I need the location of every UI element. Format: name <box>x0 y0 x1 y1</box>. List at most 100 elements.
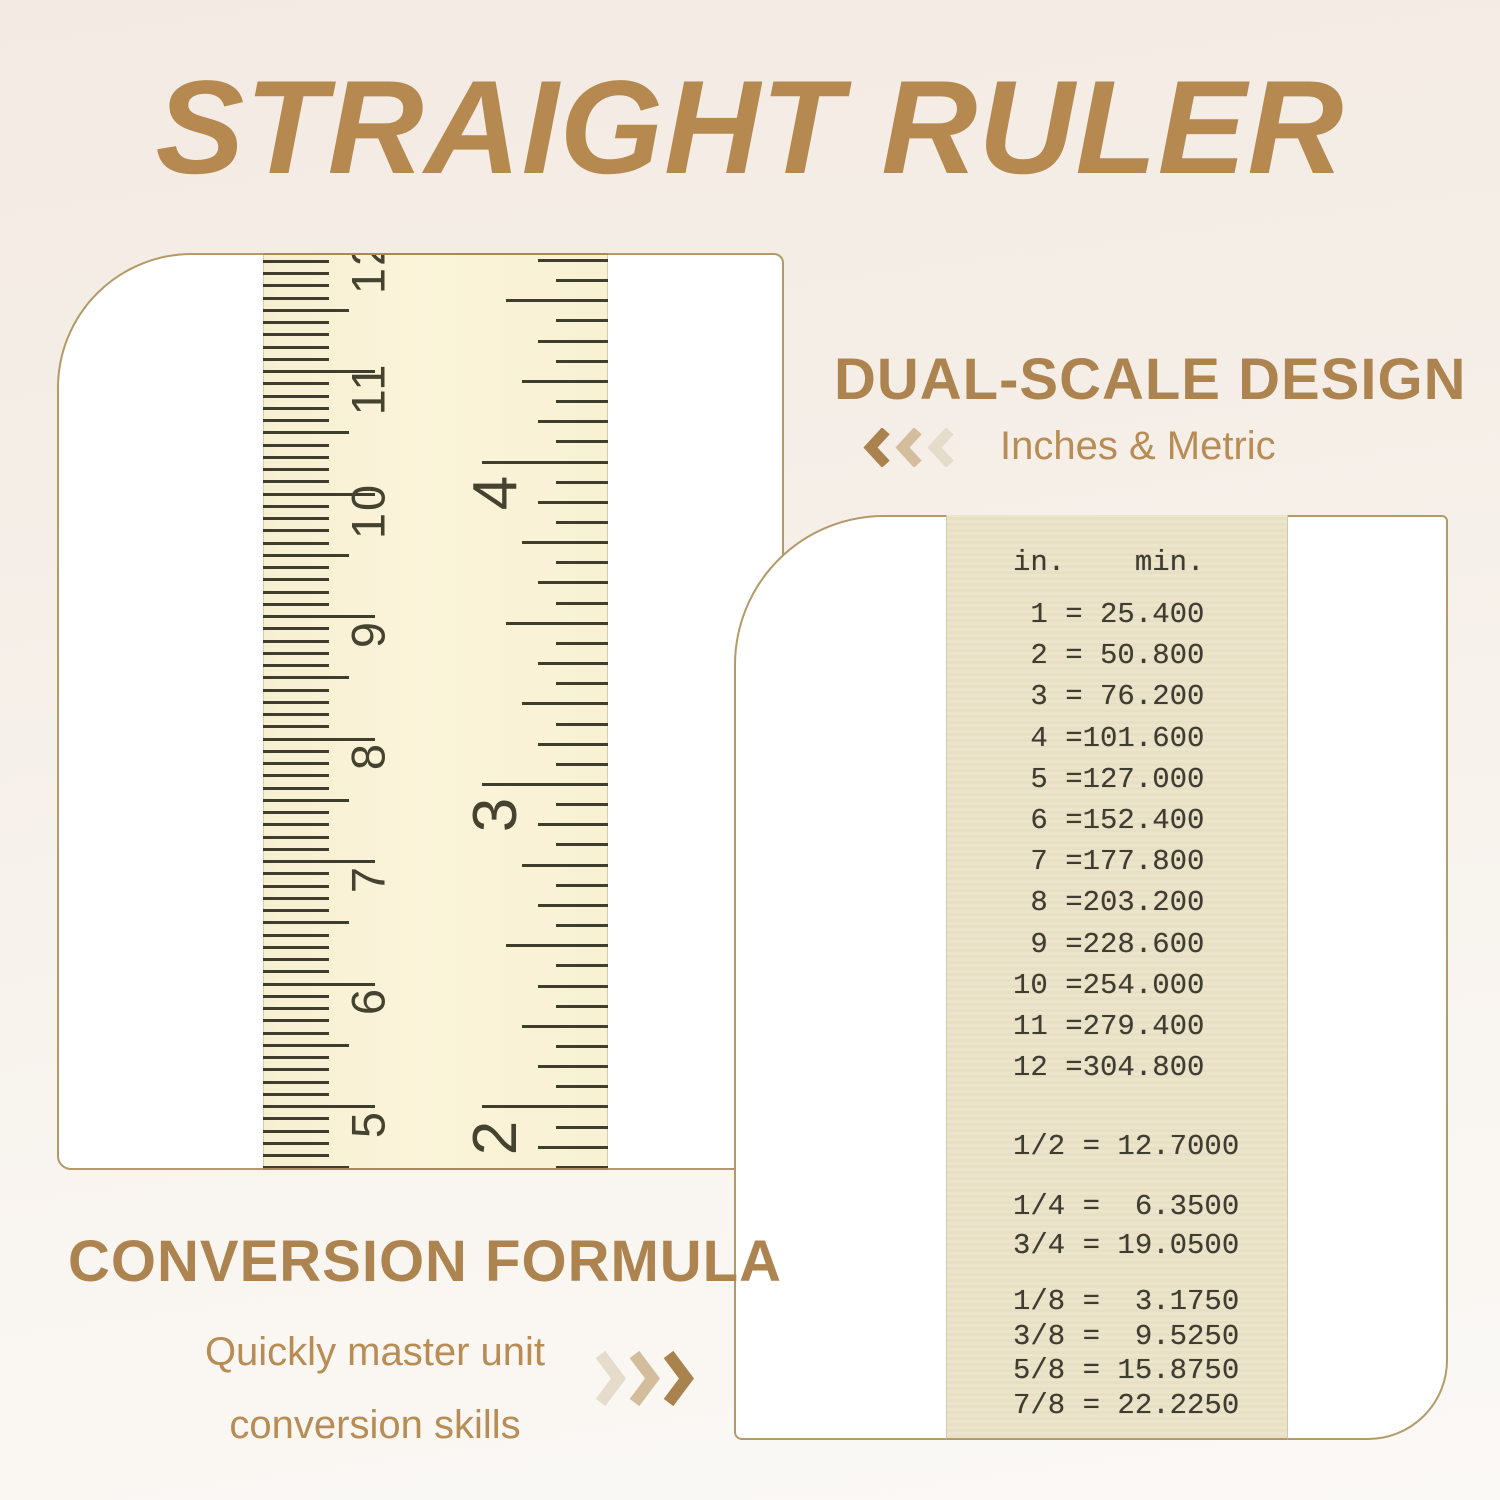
inch-tick <box>556 561 608 565</box>
conversion-row: 6 =152.400 <box>1013 804 1205 837</box>
cm-tick <box>263 468 329 471</box>
table-header-row: in. min. <box>1013 546 1205 579</box>
cm-tick <box>263 345 329 349</box>
conversion-row: 9 =228.600 <box>1013 927 1205 961</box>
conversion-row: 8 =203.200 <box>1013 886 1205 920</box>
inch-tick <box>556 843 608 847</box>
inch-tick <box>538 984 608 988</box>
cm-tick <box>263 370 375 373</box>
cm-tick <box>263 272 329 275</box>
cm-tick <box>263 896 329 900</box>
cm-tick <box>263 406 329 410</box>
cm-tick <box>263 688 329 692</box>
cm-tick <box>263 517 329 520</box>
chevrons-right <box>593 1350 694 1407</box>
cm-tick <box>263 308 349 312</box>
inch-tick <box>482 460 608 464</box>
cm-tick <box>263 1056 329 1059</box>
cm-tick <box>263 762 329 765</box>
inch-tick <box>556 883 608 887</box>
inch-tick <box>538 662 608 666</box>
cm-number: 5 <box>341 1109 395 1138</box>
chevron-right-icon <box>629 1350 660 1407</box>
cm-tick <box>263 321 329 324</box>
inch-tick <box>538 1145 608 1149</box>
inch-tick <box>556 722 608 726</box>
inch-tick <box>522 379 608 383</box>
cm-tick <box>263 1105 375 1108</box>
cm-tick <box>263 933 329 937</box>
cm-tick <box>263 529 329 533</box>
inch-tick <box>556 1125 608 1129</box>
cm-tick <box>263 1092 329 1096</box>
dual-scale-subtitle: Inches & Metric <box>1000 424 1276 468</box>
dual-scale-heading: DUAL-SCALE DESIGN <box>834 347 1467 412</box>
cm-tick <box>263 970 329 974</box>
subtitle-line: Quickly master unit <box>204 1330 546 1374</box>
cm-tick <box>263 394 329 398</box>
inch-tick <box>556 803 608 807</box>
cm-tick <box>263 455 329 459</box>
chevron-right-icon <box>595 1350 626 1407</box>
conversion-row: 5 =127.000 <box>1013 762 1205 796</box>
cm-tick <box>263 823 329 827</box>
cm-tick <box>263 1043 349 1047</box>
conversion-row: 3/8 = 9.5250 <box>1013 1320 1240 1353</box>
inch-tick <box>538 823 608 827</box>
inch-tick <box>538 420 608 424</box>
cm-tick <box>263 1019 329 1023</box>
inch-number: 4 <box>461 473 530 511</box>
conversion-formula-subtitle: Quickly master unit conversion skills <box>150 1316 600 1462</box>
cm-tick <box>263 627 329 631</box>
chevron-left-icon <box>895 428 922 467</box>
inch-tick <box>556 601 608 605</box>
cm-tick <box>263 737 375 741</box>
conversion-row: 1 = 25.400 <box>1013 598 1205 631</box>
inch-tick <box>538 500 608 504</box>
cm-tick <box>263 492 375 496</box>
inch-tick <box>556 641 608 645</box>
inch-tick <box>556 964 608 968</box>
cm-number: 9 <box>341 619 395 648</box>
page-title: STRAIGHT RULER <box>155 54 1345 202</box>
cm-tick <box>263 1154 329 1157</box>
cm-tick <box>263 431 349 435</box>
cm-number: 6 <box>341 986 395 1016</box>
inch-tick <box>538 1065 608 1069</box>
cm-tick <box>263 1080 329 1084</box>
inch-tick <box>522 1024 608 1028</box>
cm-tick <box>263 860 375 863</box>
chevron-right-icon <box>663 1350 694 1407</box>
cm-number: 11 <box>341 362 395 415</box>
cm-tick <box>263 958 329 961</box>
inch-number: 3 <box>461 796 530 833</box>
inch-tick <box>522 863 608 867</box>
inch-number: 2 <box>461 1118 530 1156</box>
conversion-row: 1/4 = 6.3500 <box>1013 1190 1240 1223</box>
cm-tick <box>263 774 329 778</box>
conversion-row: 5/8 = 15.8750 <box>1013 1354 1240 1387</box>
cm-tick <box>263 566 329 569</box>
cm-tick <box>263 700 329 704</box>
conversion-row: 3/4 = 19.0500 <box>1013 1229 1240 1262</box>
conversion-row: 10 =254.000 <box>1013 968 1205 1002</box>
conversion-row: 12 =304.800 <box>1013 1051 1205 1085</box>
subtitle-line: conversion skills <box>229 1403 521 1447</box>
conversion-row: 4 =101.600 <box>1013 721 1205 755</box>
cm-tick <box>263 419 329 422</box>
inch-tick <box>556 1165 608 1168</box>
cm-tick <box>263 994 329 998</box>
cm-tick <box>263 872 329 876</box>
inch-tick <box>556 1045 608 1049</box>
conversion-row: 2 = 50.800 <box>1013 639 1205 673</box>
cm-tick <box>263 1129 329 1133</box>
cm-tick <box>263 1068 329 1072</box>
inch-tick <box>482 782 608 786</box>
cm-tick <box>263 296 329 300</box>
cm-tick <box>263 639 329 643</box>
cm-tick <box>263 602 329 606</box>
inch-tick <box>556 924 608 928</box>
cm-tick <box>263 798 349 802</box>
cm-tick <box>263 284 329 288</box>
